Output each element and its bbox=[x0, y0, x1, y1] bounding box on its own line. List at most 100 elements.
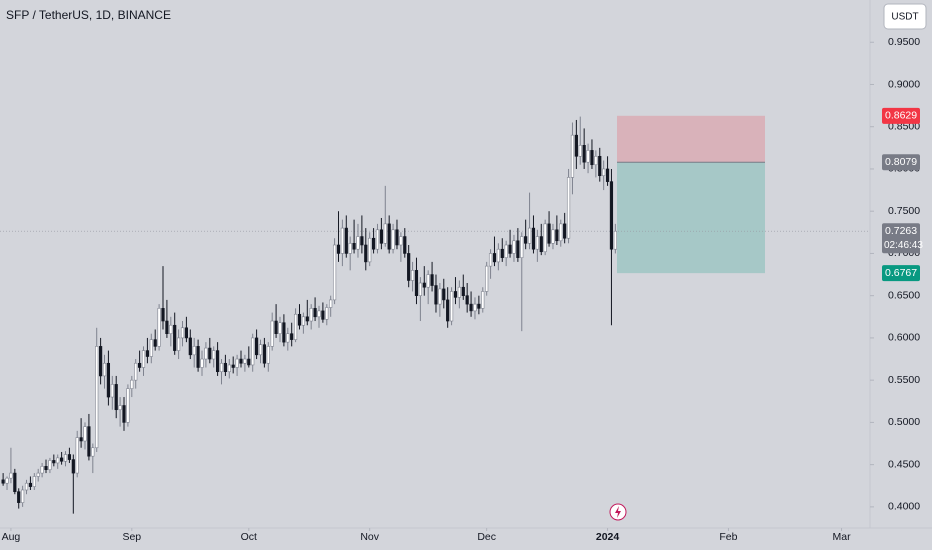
candle-body bbox=[520, 236, 524, 258]
candle-body bbox=[177, 337, 181, 351]
candle-body bbox=[122, 405, 126, 423]
candle-body bbox=[512, 240, 516, 254]
candle-body bbox=[321, 310, 325, 320]
candle-body bbox=[75, 437, 79, 474]
candle-body bbox=[212, 350, 216, 360]
candle-body bbox=[500, 248, 504, 258]
x-tick-label: 2024 bbox=[596, 531, 620, 543]
candle-body bbox=[266, 346, 270, 364]
target-zone bbox=[617, 162, 765, 274]
candle-body bbox=[586, 150, 590, 163]
candle-body bbox=[422, 282, 426, 288]
candle-body bbox=[149, 339, 153, 357]
candle-body bbox=[613, 230, 617, 250]
candle-body bbox=[67, 454, 72, 460]
candle-body bbox=[516, 240, 520, 258]
candle-body bbox=[192, 346, 196, 356]
events-icon-bolt bbox=[615, 506, 621, 518]
candle-body bbox=[301, 316, 305, 326]
candle-body bbox=[434, 285, 438, 305]
candle-body bbox=[63, 454, 68, 462]
candle-body bbox=[297, 313, 302, 326]
candle-body bbox=[391, 229, 395, 250]
candle-body bbox=[32, 476, 36, 487]
candle-body bbox=[235, 358, 239, 368]
y-tick-label: 0.4500 bbox=[888, 458, 920, 470]
candle-body bbox=[21, 489, 25, 503]
candle-body bbox=[110, 384, 114, 398]
candle-body bbox=[223, 362, 227, 373]
candle-body bbox=[204, 347, 208, 360]
candle-body bbox=[469, 303, 473, 312]
candle-body bbox=[531, 227, 536, 250]
candle-body bbox=[251, 337, 255, 366]
candle-body bbox=[106, 362, 111, 398]
candle-body bbox=[274, 320, 278, 334]
candle-body bbox=[305, 316, 309, 322]
candle-body bbox=[309, 308, 313, 322]
candle-body bbox=[145, 350, 150, 357]
candle-body bbox=[414, 270, 419, 296]
candle-body bbox=[9, 472, 13, 479]
candle-body bbox=[399, 236, 403, 246]
candle-body bbox=[364, 244, 368, 263]
candle-body bbox=[492, 253, 497, 263]
candle-body bbox=[605, 168, 610, 182]
candle-body bbox=[95, 346, 99, 449]
candle-body bbox=[453, 291, 458, 298]
candle-body bbox=[407, 253, 411, 281]
candle-body bbox=[227, 364, 231, 373]
currency-button[interactable] bbox=[883, 3, 927, 30]
candle-body bbox=[91, 447, 95, 457]
candle-body bbox=[563, 223, 567, 239]
candle-body bbox=[598, 155, 602, 177]
target-tag bbox=[882, 265, 920, 282]
candle-body bbox=[340, 227, 344, 254]
candle-body bbox=[270, 320, 274, 347]
current-price-tag-label: 0.7263 bbox=[885, 225, 917, 237]
candle-body bbox=[336, 244, 341, 254]
candle-body bbox=[184, 327, 189, 339]
candle-body bbox=[594, 155, 598, 166]
y-tick-label: 0.4000 bbox=[888, 501, 920, 513]
candle-body bbox=[247, 358, 251, 366]
candle-body bbox=[524, 236, 528, 244]
candle-body bbox=[555, 229, 559, 242]
candle-body bbox=[286, 333, 290, 343]
candle-body bbox=[24, 482, 29, 491]
candle-body bbox=[282, 322, 286, 343]
countdown: 02:46:43 bbox=[884, 240, 923, 251]
x-tick-label: Aug bbox=[2, 531, 21, 543]
candle-body bbox=[28, 482, 33, 487]
candle-body bbox=[40, 466, 44, 474]
candle-body bbox=[173, 324, 177, 351]
stop-tag-label: 0.8629 bbox=[885, 110, 917, 122]
candle-body bbox=[258, 344, 263, 356]
candle-body bbox=[477, 303, 481, 309]
candle-body bbox=[169, 324, 173, 334]
candle-body bbox=[180, 327, 185, 339]
x-tick-label: Sep bbox=[122, 531, 141, 543]
candle-body bbox=[582, 145, 586, 163]
candle-body bbox=[418, 282, 422, 296]
candle-body bbox=[488, 253, 493, 267]
currency-label[interactable]: USDT bbox=[891, 12, 918, 23]
candle-body bbox=[446, 299, 450, 322]
candle-body bbox=[52, 460, 56, 464]
candle-body bbox=[243, 358, 247, 364]
candle-body bbox=[71, 459, 75, 474]
candle-body bbox=[574, 134, 578, 157]
chart-title: SFP / TetherUS, 1D, BINANCE bbox=[6, 8, 171, 22]
candle-body bbox=[559, 223, 563, 242]
x-tick-label: Nov bbox=[360, 531, 379, 543]
candle-body bbox=[313, 308, 317, 318]
candle-body bbox=[196, 346, 200, 368]
candle-body bbox=[118, 405, 122, 411]
candle-body bbox=[60, 457, 64, 462]
candle-body bbox=[457, 286, 461, 298]
candle-body bbox=[17, 491, 21, 503]
candle-body bbox=[387, 223, 391, 250]
candle-body bbox=[539, 236, 543, 253]
candle-body bbox=[200, 358, 204, 368]
